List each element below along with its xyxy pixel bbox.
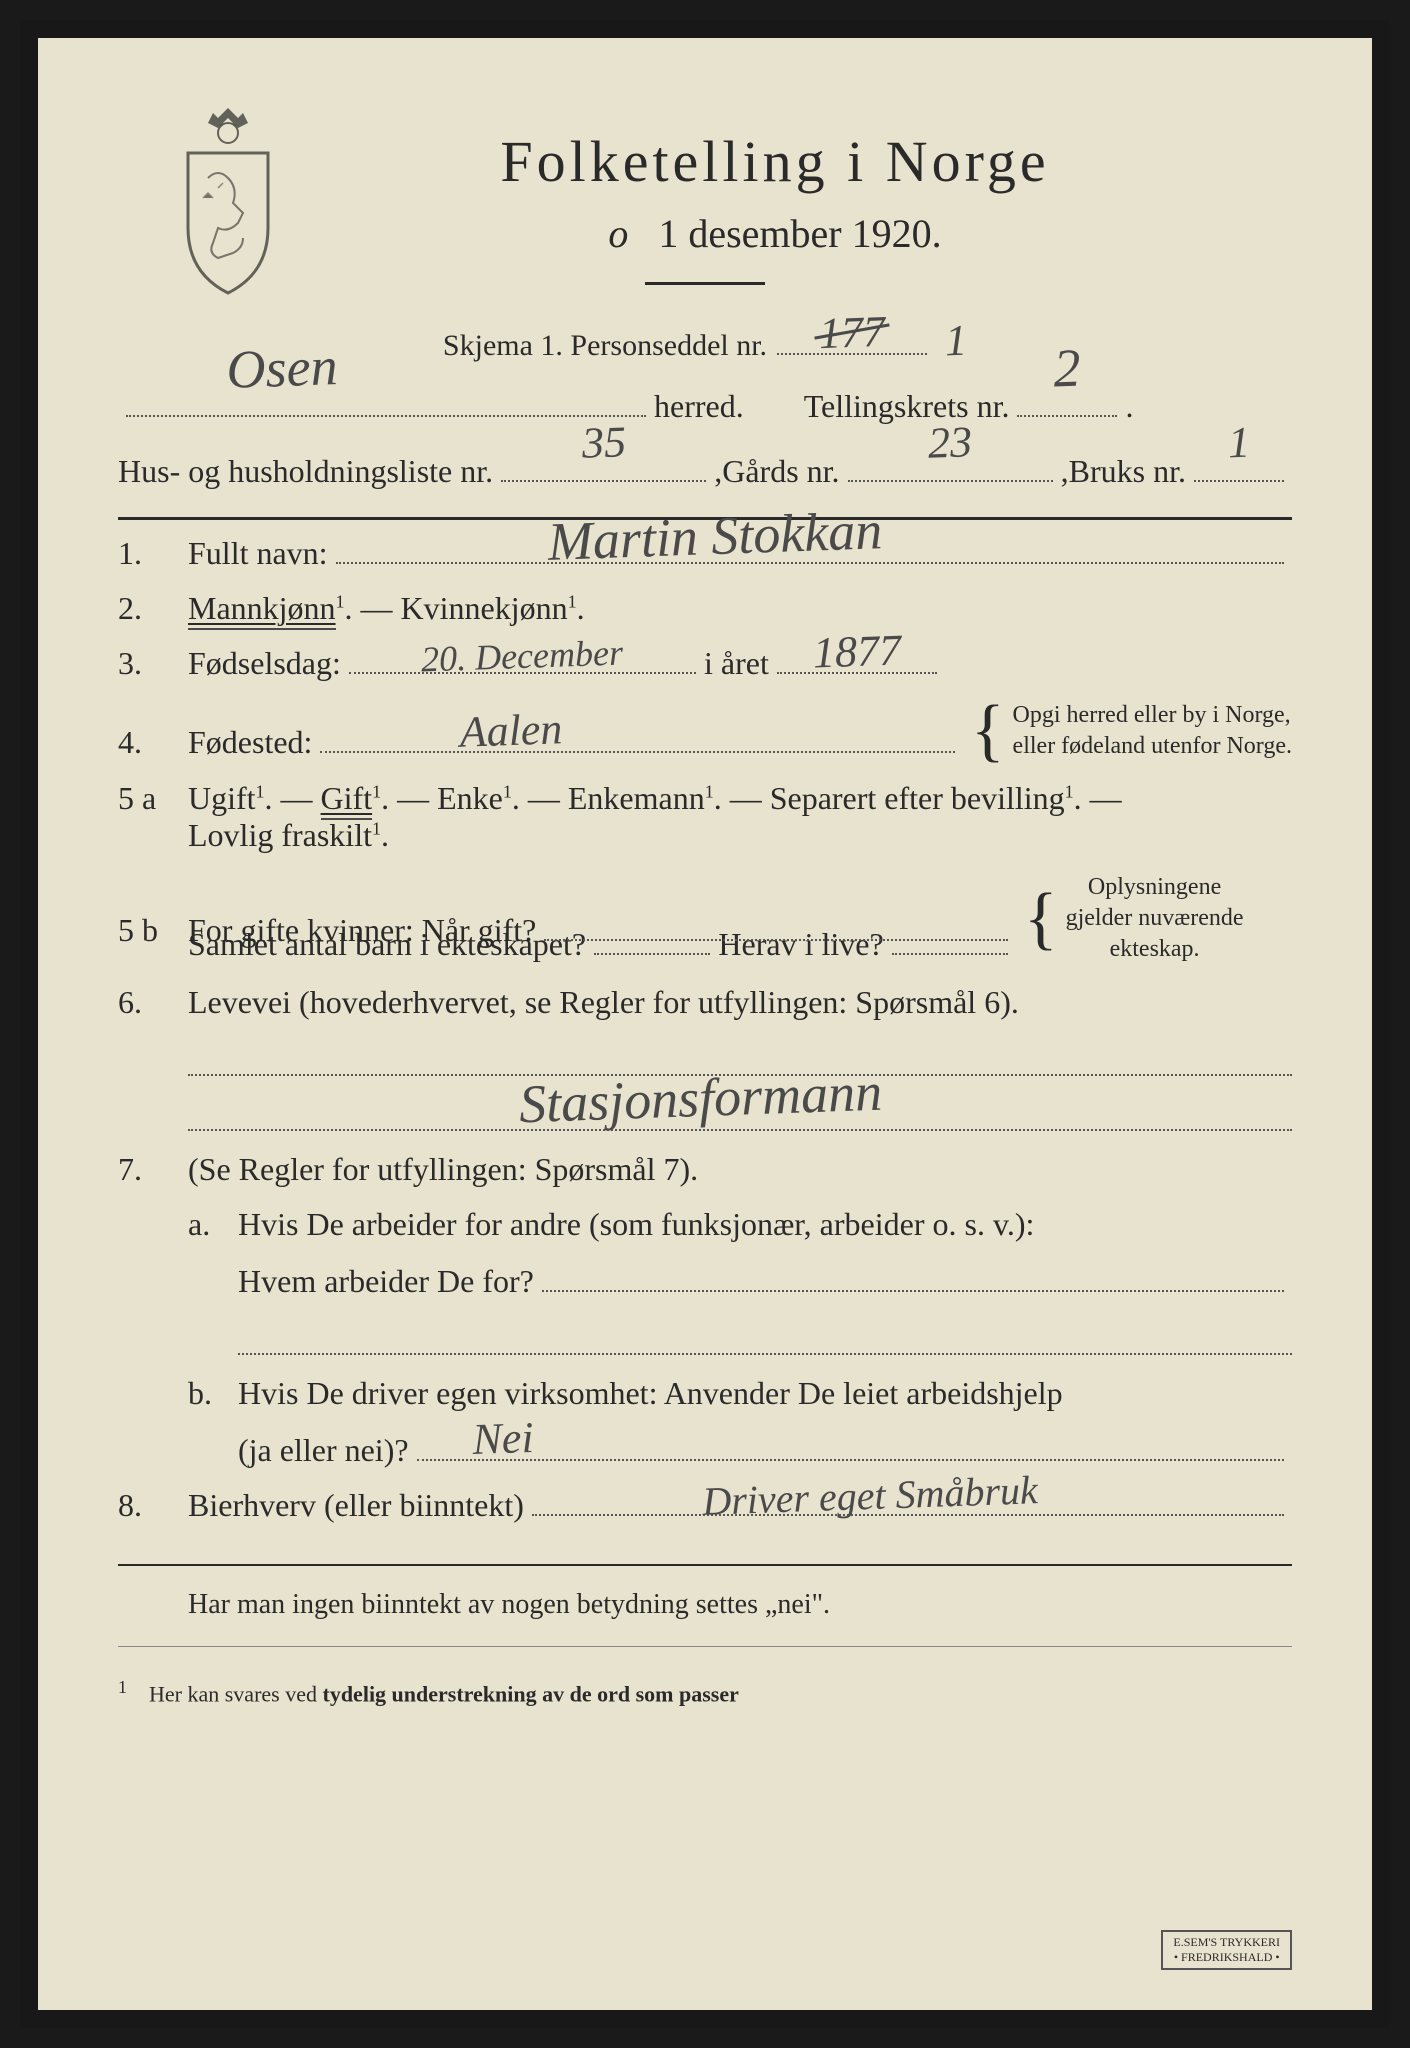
- question-7: 7. (Se Regler for utfyllingen: Spørsmål …: [118, 1151, 1292, 1188]
- q2-num: 2.: [118, 590, 188, 627]
- hus-line: Hus- og husholdningsliste nr. 35 , Gårds…: [118, 441, 1292, 502]
- q6-value: Stasjonsformann: [518, 1060, 883, 1135]
- q7-label: (Se Regler for utfyllingen: Spørsmål 7).: [188, 1151, 698, 1187]
- gards-label: Gårds nr.: [722, 441, 839, 502]
- header: Folketelling i Norge o 1 desember 1920.: [118, 98, 1292, 285]
- printer-stamp: E.SEM'S TRYKKERI • FREDRIKSHALD •: [1161, 1930, 1292, 1970]
- herred-value: Osen: [225, 316, 339, 422]
- q4-label: Fødested:: [188, 724, 312, 761]
- q4-num: 4.: [118, 724, 188, 761]
- q4-note1: Opgi herred eller by i Norge,: [1013, 702, 1291, 728]
- question-7a: a. Hvis De arbeider for andre (som funks…: [188, 1206, 1292, 1300]
- question-1: 1. Fullt navn: Martin Stokkan: [118, 535, 1292, 572]
- q6-line2: Stasjonsformann: [188, 1096, 1292, 1131]
- tellingskrets-label: Tellingskrets nr.: [804, 376, 1010, 437]
- personseddel-nr-value: 177: [818, 306, 886, 359]
- q6-num: 6.: [118, 984, 188, 1021]
- q5b-live-label: Herav i live?: [718, 926, 883, 963]
- q1-value: Martin Stokkan: [547, 499, 883, 573]
- schema-label: Skjema 1. Personseddel nr.: [443, 329, 767, 363]
- footnote-num: 1: [118, 1677, 127, 1697]
- q7b-text1: Hvis De driver egen virksomhet: Anvender…: [238, 1375, 1292, 1412]
- q1-num: 1.: [118, 535, 188, 572]
- q5a-enkemann: Enkemann: [568, 780, 705, 816]
- bruks-label: Bruks nr.: [1069, 441, 1186, 502]
- page-title: Folketelling i Norge: [258, 98, 1292, 195]
- census-form-page: Folketelling i Norge o 1 desember 1920. …: [20, 20, 1390, 2028]
- norwegian-coat-of-arms-icon: [158, 98, 298, 298]
- q3-label: Fødselsdag:: [188, 645, 341, 682]
- q3-num: 3.: [118, 645, 188, 682]
- q7a-text1: Hvis De arbeider for andre (som funksjon…: [238, 1206, 1292, 1243]
- subtitle-prefix: o: [608, 211, 628, 256]
- header-divider: [645, 282, 765, 285]
- question-5b: 5 b For gifte kvinner: Når gift? { Oplys…: [118, 872, 1292, 966]
- question-2: 2. Mannkjønn1. — Kvinnekjønn1.: [118, 590, 1292, 627]
- q5b-note: { Oplysningene gjelder nuværende ekteska…: [1016, 872, 1292, 966]
- personseddel-extra: 1: [944, 315, 968, 367]
- footnote: 1 Her kan svares ved tydelig understrekn…: [118, 1677, 1292, 1707]
- q7b-text2: (ja eller nei)?: [238, 1432, 409, 1469]
- q2-mann: Mannkjønn: [188, 590, 336, 626]
- q8-value: Driver eget Småbruk: [702, 1466, 1039, 1525]
- question-3: 3. Fødselsdag: 20. December i året 1877: [118, 645, 1292, 682]
- q5a-separert: Separert efter bevilling: [770, 780, 1065, 816]
- q3-day-value: 20. December: [421, 631, 624, 680]
- q8-label: Bierhverv (eller biinntekt): [188, 1487, 524, 1524]
- q6-label: Levevei (hovederhvervet, se Regler for u…: [188, 984, 1019, 1020]
- q7a-line: [238, 1320, 1292, 1355]
- page-subtitle: o 1 desember 1920.: [258, 210, 1292, 257]
- hus-label: Hus- og husholdningsliste nr.: [118, 441, 493, 502]
- footnote-text: Her kan svares ved tydelig understreknin…: [149, 1681, 739, 1706]
- q2-kvinne: Kvinnekjønn: [401, 590, 568, 626]
- q5a-fraskilt: Lovlig fraskilt: [188, 817, 372, 853]
- question-5a: 5 a Ugift1. — Gift1. — Enke1. — Enkemann…: [118, 780, 1292, 854]
- question-8: 8. Bierhverv (eller biinntekt) Driver eg…: [118, 1487, 1292, 1524]
- q7-num: 7.: [118, 1151, 188, 1188]
- q5b-num: 5 b: [118, 912, 188, 949]
- divider-2: [118, 1564, 1292, 1566]
- gards-value: 23: [927, 400, 974, 485]
- q8-num: 8.: [118, 1487, 188, 1524]
- printer-line2: • FREDRIKSHALD •: [1173, 1950, 1280, 1965]
- bruks-value: 1: [1227, 401, 1252, 485]
- herred-line: Osen herred. Tellingskrets nr. 2 .: [118, 376, 1292, 437]
- q5b-note1: Oplysningene: [1088, 874, 1221, 900]
- q5b-note2: gjelder nuværende: [1066, 905, 1244, 931]
- q3-year-label: i året: [704, 645, 769, 682]
- q1-label: Fullt navn:: [188, 535, 328, 572]
- q5a-num: 5 a: [118, 780, 188, 817]
- q7b-label: b.: [188, 1375, 238, 1412]
- q5a-ugift: Ugift: [188, 780, 256, 816]
- crest-svg: [158, 98, 298, 298]
- q4-note2: eller fødeland utenfor Norge.: [1013, 733, 1292, 759]
- printer-line1: E.SEM'S TRYKKERI: [1173, 1935, 1280, 1950]
- q7b-value: Nei: [472, 1411, 535, 1464]
- q4-value: Aalen: [459, 703, 563, 758]
- q7a-label: a.: [188, 1206, 238, 1243]
- question-6: 6. Levevei (hovederhvervet, se Regler fo…: [118, 984, 1292, 1021]
- tellingskrets-value: 2: [1052, 317, 1083, 420]
- q5a-gift: Gift: [321, 780, 373, 816]
- footer-divider: [118, 1646, 1292, 1647]
- q7a-text2: Hvem arbeider De for?: [238, 1263, 534, 1300]
- subtitle-text: 1 desember 1920.: [658, 211, 941, 256]
- question-7b: b. Hvis De driver egen virksomhet: Anven…: [188, 1375, 1292, 1469]
- hus-value: 35: [580, 400, 627, 485]
- q4-note: { Opgi herred eller by i Norge, eller fø…: [963, 700, 1292, 762]
- q5b-barn-label: Samlet antal barn i ekteskapet?: [188, 926, 586, 963]
- herred-label: herred.: [654, 376, 744, 437]
- q5b-note3: ekteskap.: [1110, 936, 1200, 962]
- q3-year-value: 1877: [812, 624, 902, 678]
- question-4: 4. Fødested: Aalen { Opgi herred eller b…: [118, 700, 1292, 762]
- q8-note: Har man ingen biinntekt av nogen betydni…: [188, 1578, 1292, 1631]
- q5a-enke: Enke: [437, 780, 503, 816]
